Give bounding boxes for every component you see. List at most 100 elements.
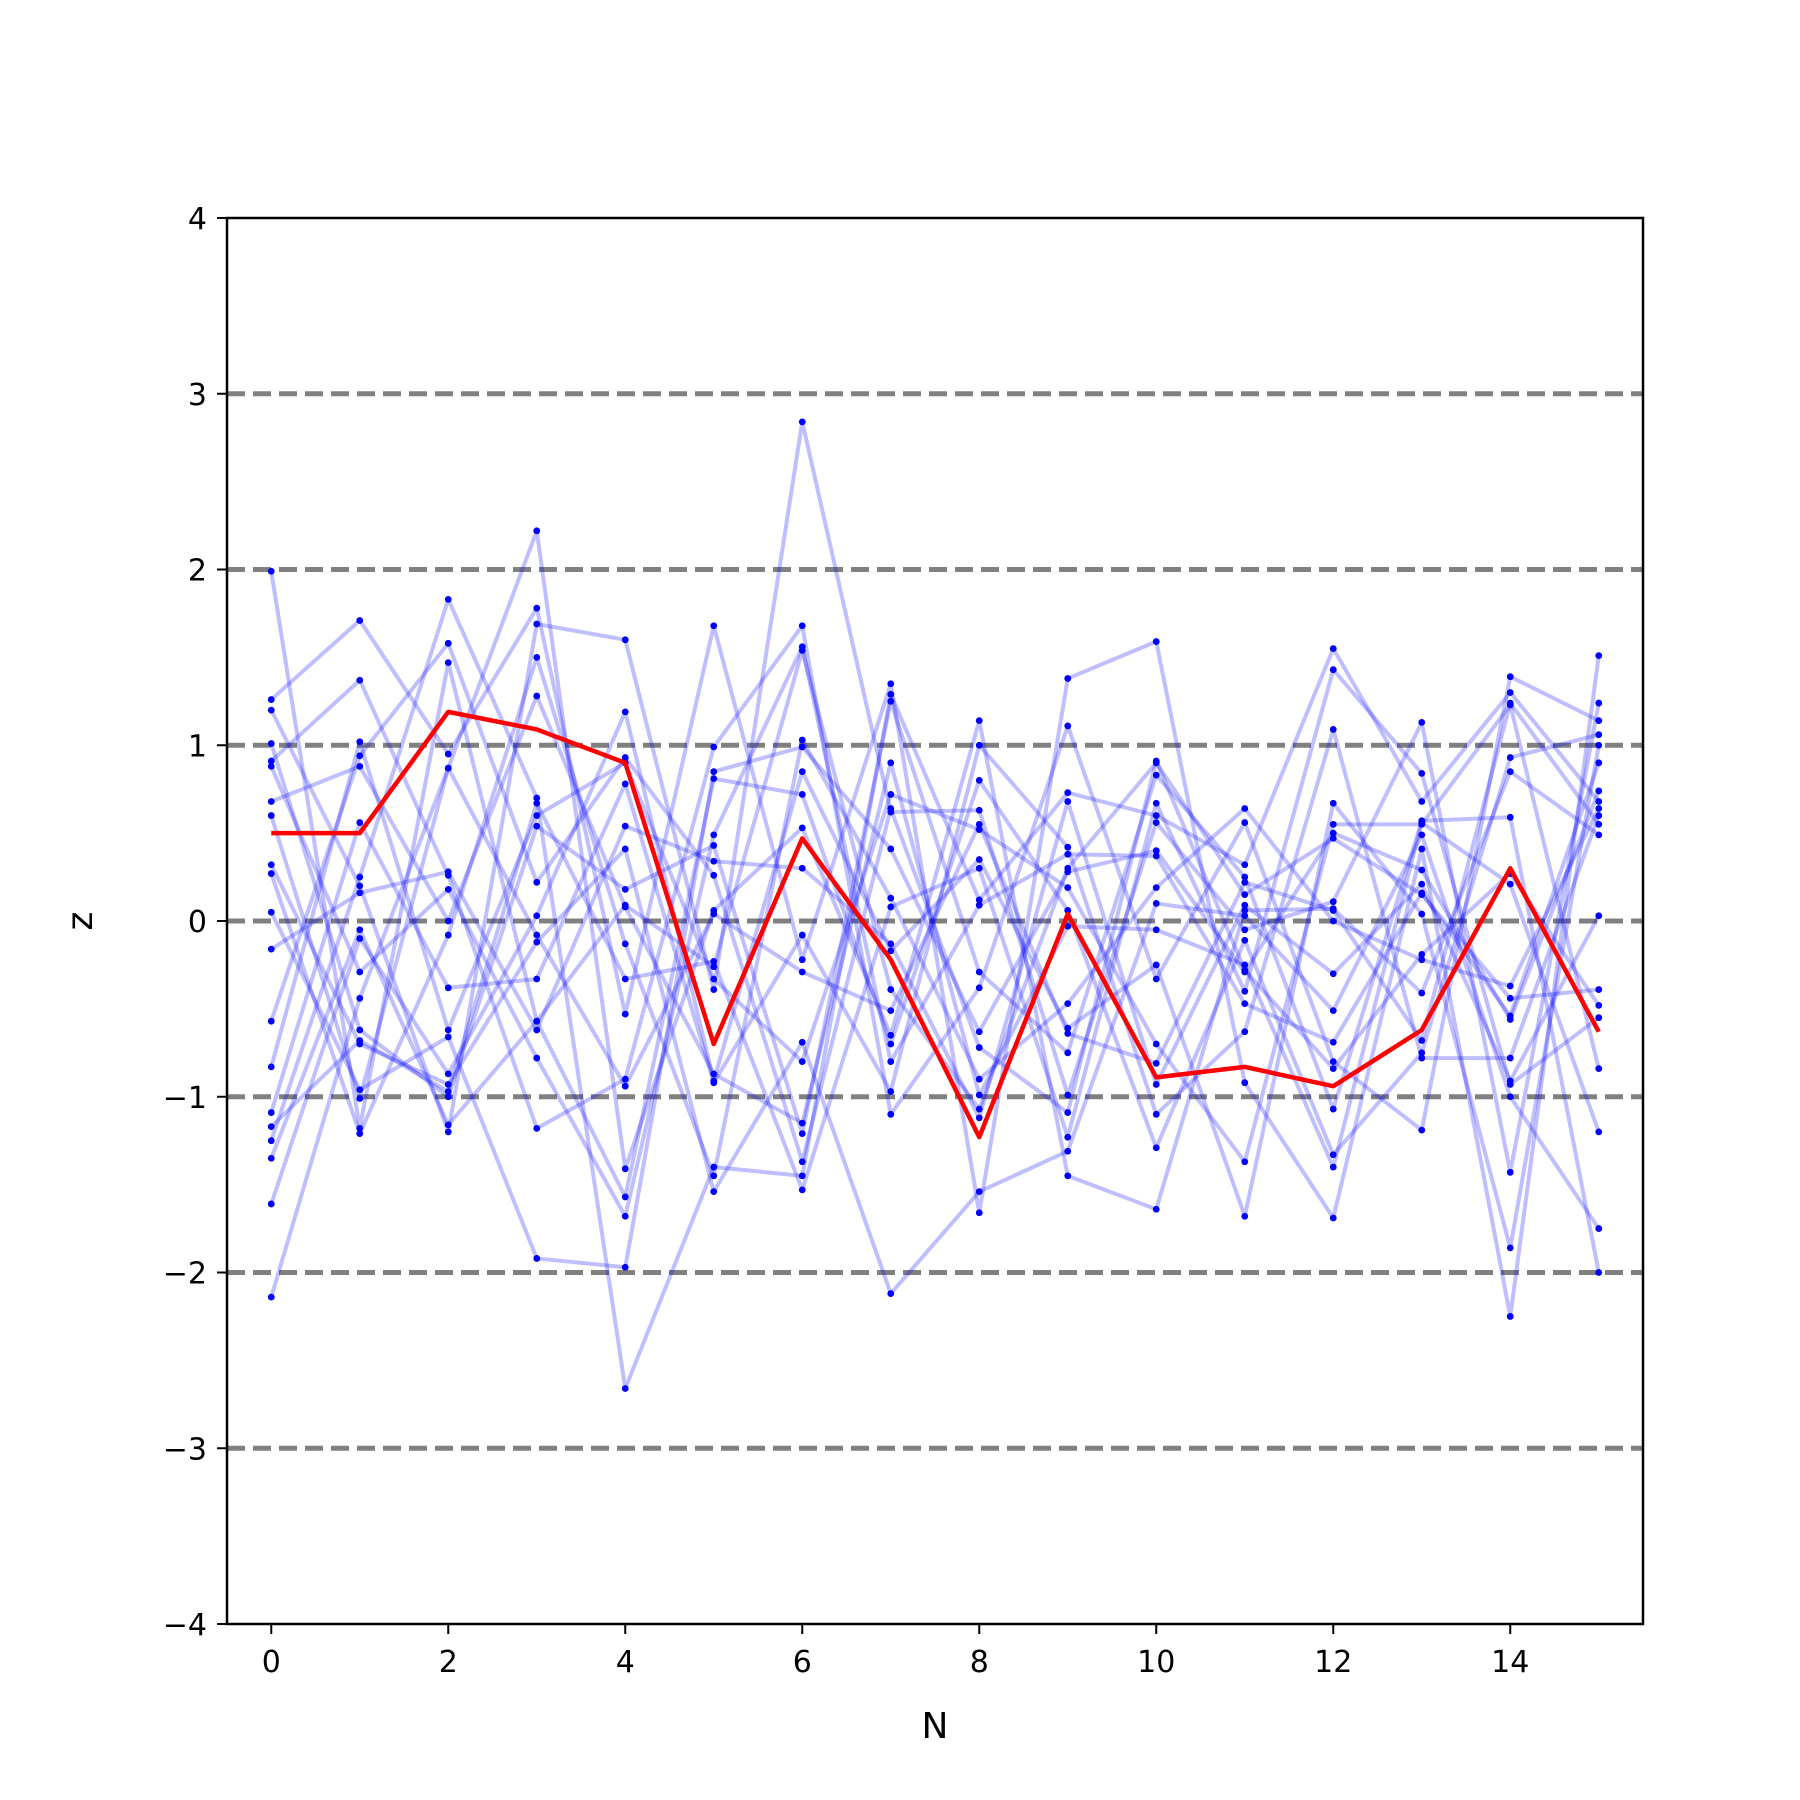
series-point bbox=[1064, 798, 1072, 805]
series-point bbox=[710, 986, 718, 993]
series-point bbox=[1418, 719, 1426, 726]
series-point bbox=[444, 1093, 452, 1101]
series-point bbox=[1241, 936, 1249, 944]
series-traces bbox=[269, 419, 1601, 1391]
series-point bbox=[1064, 907, 1072, 914]
series-point bbox=[444, 984, 452, 992]
reference-lines bbox=[227, 391, 1643, 1451]
series-point bbox=[887, 1031, 895, 1039]
series-point bbox=[975, 806, 983, 814]
series-point bbox=[1152, 852, 1160, 860]
series-point bbox=[1152, 757, 1160, 765]
series-point bbox=[533, 527, 541, 535]
series-point bbox=[1241, 891, 1249, 899]
series-point bbox=[1241, 1158, 1249, 1166]
series-point bbox=[356, 752, 364, 760]
series-point bbox=[621, 636, 629, 644]
series-point bbox=[1152, 847, 1160, 855]
series-point bbox=[887, 791, 895, 798]
x-tick-label: 8 bbox=[970, 1645, 989, 1680]
series-point bbox=[975, 1028, 983, 1036]
series-point bbox=[798, 736, 806, 744]
series-point bbox=[1241, 1079, 1249, 1087]
series-point bbox=[975, 1105, 983, 1113]
series-point bbox=[710, 910, 718, 918]
series-point bbox=[444, 1070, 452, 1078]
series-point bbox=[710, 857, 718, 865]
series-line bbox=[269, 699, 1601, 1273]
x-tick-label: 6 bbox=[793, 1645, 812, 1680]
series-point bbox=[533, 938, 541, 946]
series-point bbox=[621, 1010, 629, 1018]
series-point bbox=[887, 1058, 895, 1065]
series-point bbox=[621, 780, 629, 788]
mean-series-layer bbox=[271, 709, 1601, 1140]
series-point bbox=[1506, 754, 1514, 761]
series-line bbox=[270, 694, 1601, 1170]
series-point bbox=[1418, 817, 1426, 825]
series-point bbox=[887, 845, 895, 853]
series-point bbox=[621, 1075, 629, 1083]
y-tick-label: 0 bbox=[188, 905, 207, 940]
series-point bbox=[267, 1137, 275, 1145]
x-tick-label: 14 bbox=[1491, 1645, 1529, 1680]
y-tick-label: 3 bbox=[188, 378, 207, 413]
x-tick-label: 2 bbox=[439, 1645, 458, 1680]
series-point bbox=[533, 794, 541, 802]
series-point bbox=[1418, 831, 1426, 839]
x-tick-label: 10 bbox=[1137, 1645, 1175, 1680]
series-line bbox=[269, 644, 1601, 1219]
series-point bbox=[267, 945, 275, 953]
series-point bbox=[1595, 831, 1603, 839]
series-line bbox=[269, 745, 1601, 1270]
series-point bbox=[1506, 1244, 1514, 1252]
series-point bbox=[1241, 966, 1249, 974]
series-point bbox=[444, 885, 452, 893]
series-point bbox=[1418, 1126, 1426, 1134]
series-point bbox=[798, 643, 806, 651]
series-line bbox=[269, 641, 1601, 1164]
series-point bbox=[356, 819, 364, 826]
series-point bbox=[1418, 866, 1426, 874]
series-point bbox=[1506, 1012, 1514, 1020]
series-point bbox=[1241, 926, 1249, 934]
series-point bbox=[887, 1040, 895, 1048]
series-point bbox=[1064, 1030, 1072, 1037]
series-point bbox=[444, 639, 452, 647]
series-point bbox=[621, 754, 629, 761]
series-point bbox=[1152, 812, 1160, 819]
series-point bbox=[798, 1058, 806, 1065]
series-point bbox=[533, 912, 541, 920]
series-point bbox=[621, 940, 629, 948]
series-point bbox=[1152, 975, 1160, 983]
series-line bbox=[269, 727, 1601, 1117]
series-line bbox=[269, 732, 1600, 1199]
series-point bbox=[1506, 1054, 1514, 1062]
series-point bbox=[1064, 884, 1072, 892]
series-point bbox=[1064, 868, 1072, 876]
series-point bbox=[887, 1290, 895, 1297]
series-point bbox=[710, 768, 718, 776]
series-point bbox=[1418, 950, 1426, 958]
series-point bbox=[1595, 820, 1603, 828]
series-point bbox=[1595, 731, 1603, 739]
series-point bbox=[798, 931, 806, 939]
series-line bbox=[269, 702, 1601, 1164]
series-point bbox=[798, 1119, 806, 1127]
series-point bbox=[356, 1130, 364, 1138]
series-point bbox=[975, 1044, 983, 1051]
series-point bbox=[621, 822, 629, 830]
series-point bbox=[1064, 1172, 1072, 1180]
series-point bbox=[887, 1088, 895, 1095]
series-point bbox=[1152, 1059, 1160, 1067]
series-point bbox=[1506, 813, 1514, 821]
series-point bbox=[1418, 845, 1426, 853]
series-point bbox=[1241, 1028, 1249, 1036]
series-point bbox=[267, 812, 275, 819]
series-point bbox=[356, 738, 364, 746]
series-point bbox=[356, 762, 364, 770]
series-point bbox=[1152, 1081, 1160, 1088]
series-point bbox=[1506, 1313, 1514, 1320]
series-point bbox=[1241, 873, 1249, 881]
